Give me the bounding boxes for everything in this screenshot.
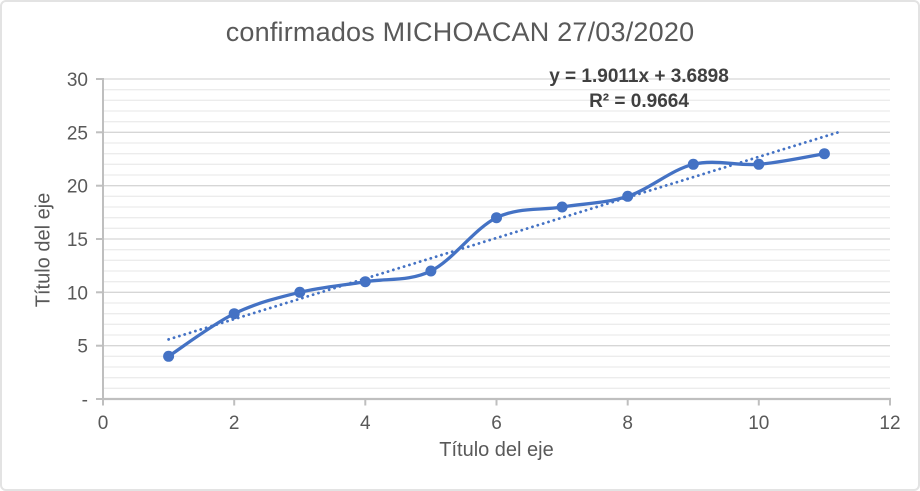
x-tick-label: 8: [622, 413, 633, 434]
series-line: [166, 152, 827, 358]
y-tick-label: 15: [67, 230, 88, 251]
trendline: [167, 131, 839, 341]
chart-title: confirmados MICHOACAN 27/03/2020: [225, 17, 695, 47]
y-tick-label: 30: [67, 70, 88, 91]
data-point: [359, 276, 371, 288]
trendline-annotation: y = 1.9011x + 3.6898 R² = 0.9664: [499, 64, 779, 114]
y-axis-title: Título del eje: [32, 192, 55, 308]
data-point: [622, 190, 634, 202]
data-point: [228, 308, 240, 320]
x-tick-label: 0: [98, 413, 109, 434]
x-tick-label: 4: [360, 413, 371, 434]
x-axis-title: Título del eje: [439, 439, 554, 461]
data-point: [818, 148, 830, 160]
y-tick-label: -: [82, 390, 88, 411]
x-tick-label: 2: [229, 413, 240, 434]
data-point: [163, 350, 175, 362]
data-point: [556, 201, 568, 213]
data-point: [687, 158, 699, 170]
gridlines-major: [103, 78, 890, 347]
data-point: [425, 265, 437, 277]
trendline-r-squared: R² = 0.9664: [589, 91, 689, 112]
x-tick-label: 6: [491, 413, 502, 434]
axes: - 5 10 15 20 25 30 0 2 4 6 8 10 12: [67, 70, 901, 434]
y-tick-label: 20: [67, 177, 88, 198]
y-tick-label: 5: [77, 337, 88, 358]
data-point: [753, 158, 765, 170]
y-tick-label: 25: [67, 123, 88, 144]
x-tick-label: 10: [748, 413, 769, 434]
data-point: [294, 286, 306, 298]
data-points: [163, 148, 830, 362]
y-tick-label: 10: [67, 283, 88, 304]
x-tick-label: 12: [879, 413, 900, 434]
trendline-equation: y = 1.9011x + 3.6898: [549, 66, 729, 87]
gridlines-minor: [103, 89, 890, 389]
data-point: [491, 212, 502, 224]
